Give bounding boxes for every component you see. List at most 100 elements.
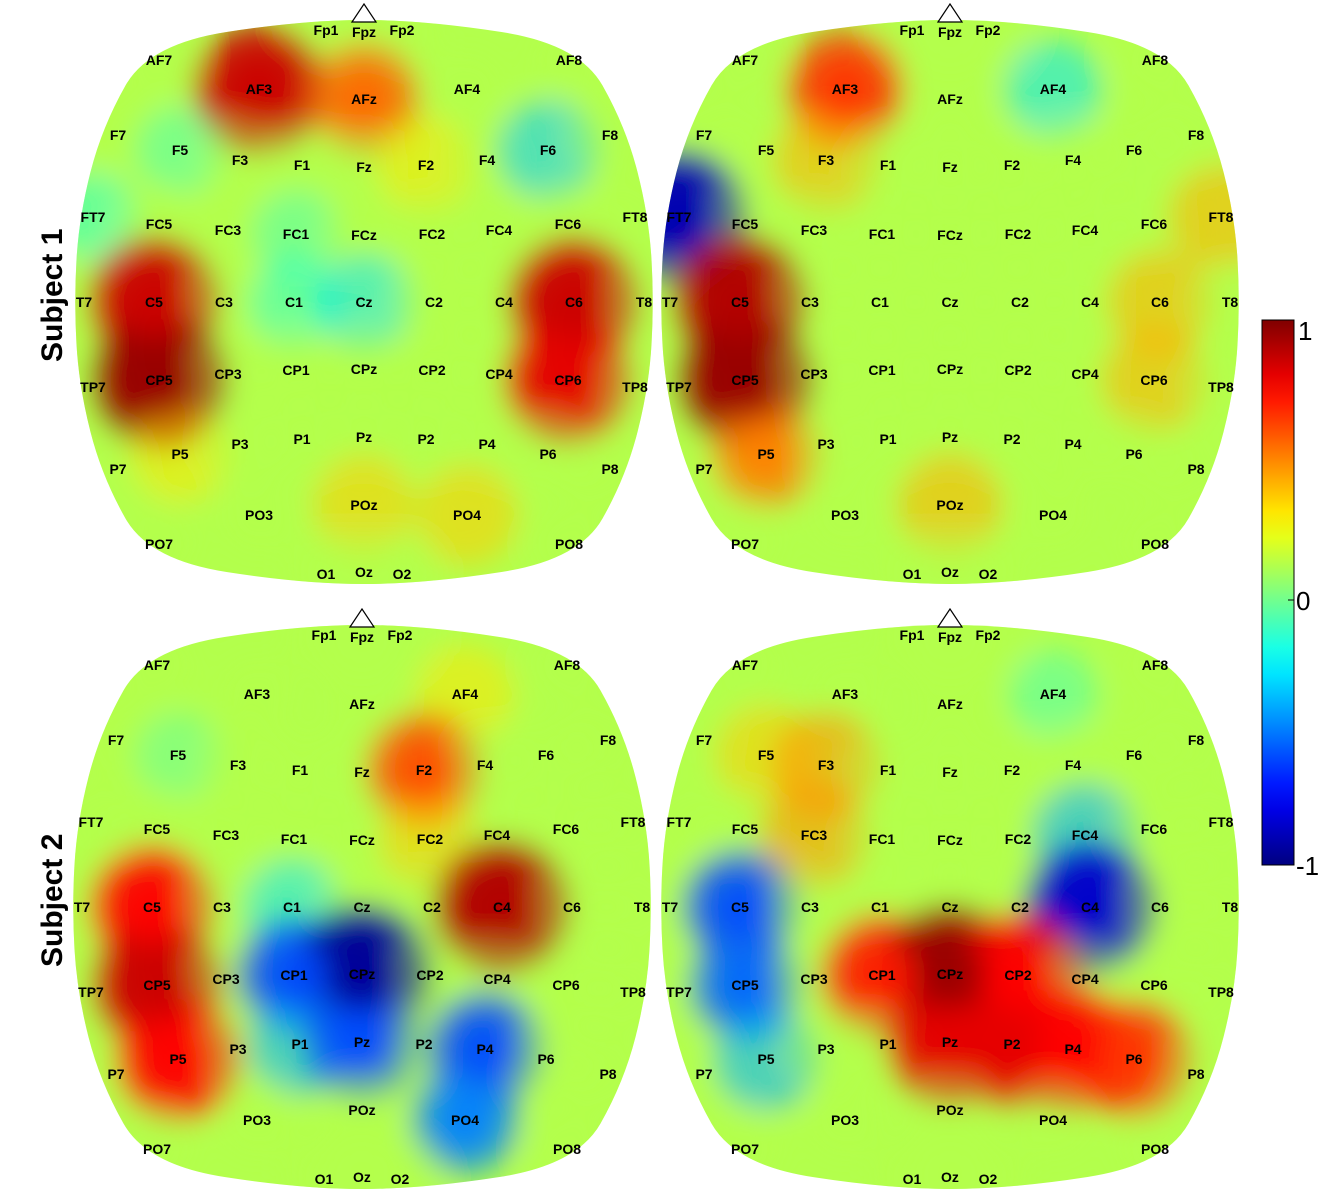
electrode-label-c5: C5 xyxy=(145,294,163,310)
electrode-label-f7: F7 xyxy=(110,127,127,143)
electrode-label-p2: P2 xyxy=(415,1036,432,1052)
electrode-label-cp2: CP2 xyxy=(416,967,443,983)
electrode-label-p1: P1 xyxy=(879,1036,896,1052)
electrode-label-pz: Pz xyxy=(354,1034,370,1050)
value-core-po4 xyxy=(433,1088,497,1152)
electrode-label-f3: F3 xyxy=(232,152,249,168)
electrode-label-cp4: CP4 xyxy=(1071,971,1098,987)
electrode-label-p2: P2 xyxy=(417,431,434,447)
colorbar-tick-label-max: 1 xyxy=(1298,316,1312,346)
electrode-label-t8: T8 xyxy=(634,899,651,915)
value-blob-t8 xyxy=(599,864,651,950)
electrode-label-p4: P4 xyxy=(478,436,495,452)
electrode-label-c2: C2 xyxy=(1011,899,1029,915)
electrode-label-t8: T8 xyxy=(636,294,653,310)
value-core-cp2 xyxy=(983,940,1053,1010)
electrode-label-poz: POz xyxy=(350,497,377,513)
electrode-label-afz: AFz xyxy=(937,91,963,107)
value-blob-ft8 xyxy=(592,174,653,260)
electrode-label-c6: C6 xyxy=(1151,899,1169,915)
electrode-label-p1: P1 xyxy=(879,431,896,447)
value-core-p2 xyxy=(976,1008,1048,1080)
electrode-label-fp2: Fp2 xyxy=(976,22,1001,38)
electrode-label-po7: PO7 xyxy=(731,1141,759,1157)
electrode-label-ft7: FT7 xyxy=(667,209,692,225)
value-core-cp6 xyxy=(532,344,604,416)
electrode-label-poz: POz xyxy=(936,497,963,513)
electrode-label-fc1: FC1 xyxy=(869,226,896,242)
electrode-label-o2: O2 xyxy=(979,566,998,582)
electrode-label-f2: F2 xyxy=(1004,157,1021,173)
electrode-label-cp3: CP3 xyxy=(214,366,241,382)
topomap-field xyxy=(661,20,1239,584)
topomap-field xyxy=(661,625,1239,1189)
electrode-label-p7: P7 xyxy=(107,1066,124,1082)
value-blob-c4 xyxy=(1047,259,1133,345)
value-core-c5 xyxy=(703,265,777,339)
electrode-label-cp4: CP4 xyxy=(485,366,512,382)
value-core-c4 xyxy=(465,870,539,944)
value-blob-fc2 xyxy=(975,191,1061,277)
electrode-label-o1: O1 xyxy=(903,1171,922,1187)
electrode-label-fc6: FC6 xyxy=(553,821,580,837)
electrode-label-c3: C3 xyxy=(801,294,819,310)
electrode-label-fp1: Fp1 xyxy=(312,627,337,643)
electrode-label-f6: F6 xyxy=(1126,747,1143,763)
electrode-label-f2: F2 xyxy=(1004,762,1021,778)
electrode-label-po7: PO7 xyxy=(143,1141,171,1157)
electrode-label-p8: P8 xyxy=(599,1066,616,1082)
electrode-label-fc3: FC3 xyxy=(801,827,828,843)
value-blob-p1 xyxy=(259,396,345,482)
value-blob-p3 xyxy=(783,1006,869,1092)
electrode-label-fcz: FCz xyxy=(349,832,375,848)
electrode-label-fpz: Fpz xyxy=(350,629,374,645)
electrode-label-t7: T7 xyxy=(74,899,91,915)
electrode-label-fc6: FC6 xyxy=(555,216,582,232)
value-blob-f1 xyxy=(257,727,343,813)
electrode-label-ft8: FT8 xyxy=(1209,814,1234,830)
electrode-label-t7: T7 xyxy=(76,294,93,310)
electrode-label-p6: P6 xyxy=(1125,1051,1142,1067)
value-blob-o2 xyxy=(945,531,1031,584)
electrode-label-af4: AF4 xyxy=(454,81,481,97)
electrode-label-fpz: Fpz xyxy=(938,629,962,645)
value-blob-po4 xyxy=(1010,1077,1096,1163)
value-blob-fp2 xyxy=(945,20,1031,73)
value-core-c5 xyxy=(117,265,191,339)
electrode-label-cp4: CP4 xyxy=(1071,366,1098,382)
electrode-label-af4: AF4 xyxy=(452,686,479,702)
value-core-c5 xyxy=(706,873,774,941)
value-blob-fcz xyxy=(907,797,993,883)
value-blob-cp6 xyxy=(523,942,609,1028)
electrode-label-fc2: FC2 xyxy=(1005,226,1032,242)
value-blob-po3 xyxy=(802,472,888,558)
electrode-label-cp1: CP1 xyxy=(868,967,895,983)
electrode-label-ft7: FT7 xyxy=(79,814,104,830)
electrode-label-f1: F1 xyxy=(294,157,311,173)
electrode-label-fcz: FCz xyxy=(937,832,963,848)
electrode-label-tp7: TP7 xyxy=(666,379,692,395)
electrode-label-cz: Cz xyxy=(941,899,958,915)
electrode-label-fc5: FC5 xyxy=(144,821,171,837)
electrode-label-p7: P7 xyxy=(695,1066,712,1082)
value-blob-fc3 xyxy=(185,187,271,273)
electrode-label-cp5: CP5 xyxy=(731,372,758,388)
electrode-label-fc1: FC1 xyxy=(283,226,310,242)
electrode-label-f6: F6 xyxy=(540,142,557,158)
electrode-label-po3: PO3 xyxy=(245,507,273,523)
value-core-cp5 xyxy=(121,342,197,418)
electrode-label-af7: AF7 xyxy=(732,657,759,673)
topomap-panel-1: Fp1 Fpz Fp2 AF7 AF3 AFz AF4 AF8 F7 F5 F3 F1 Fz F2 F4 F6… xyxy=(75,2,653,584)
electrode-label-p8: P8 xyxy=(1187,1066,1204,1082)
electrode-label-cpz: CPz xyxy=(351,361,377,377)
electrode-label-cp5: CP5 xyxy=(143,977,170,993)
electrode-label-po4: PO4 xyxy=(453,507,481,523)
electrode-label-f8: F8 xyxy=(1188,732,1205,748)
value-blob-ft7 xyxy=(75,171,139,263)
value-blob-o2 xyxy=(945,1136,1031,1189)
nose-marker xyxy=(350,2,378,23)
electrode-label-cp3: CP3 xyxy=(800,971,827,987)
electrode-label-c1: C1 xyxy=(871,294,889,310)
electrode-label-af7: AF7 xyxy=(144,657,171,673)
value-blob-fz xyxy=(907,124,993,210)
